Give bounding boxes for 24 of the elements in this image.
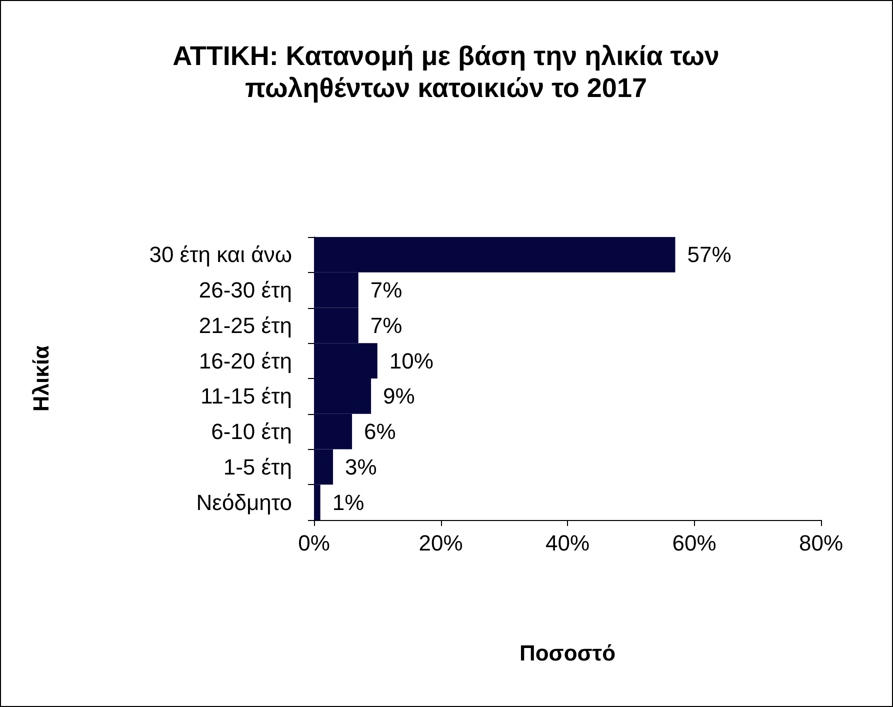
x-axis-title: Ποσοστό — [519, 640, 616, 666]
chart-title: ΑΤΤΙΚΗ: Κατανομή με βάση την ηλικία των πωληθέντων κατοικιών το 2017 — [172, 41, 720, 103]
x-tick-label: 0% — [298, 530, 330, 556]
data-label: 1% — [332, 490, 364, 515]
y-tick-label: 11-15 έτη — [200, 384, 292, 409]
data-label: 3% — [345, 454, 377, 480]
y-axis-title: Ηλικία — [28, 344, 54, 412]
y-tick-label: 6-10 έτη — [211, 419, 292, 444]
x-tick-label: 40% — [545, 530, 590, 556]
x-tick-label: 20% — [418, 530, 463, 556]
data-label: 6% — [364, 419, 396, 444]
y-tick-label: 30 έτη και άνω — [149, 242, 292, 268]
y-tick-label: 26-30 έτη — [198, 278, 292, 303]
y-tick-label: Νεόδμητο — [196, 490, 292, 515]
x-tick-label: 60% — [672, 530, 716, 556]
y-tick-label: 21-25 έτη — [198, 312, 292, 338]
data-label: 7% — [370, 278, 402, 303]
y-tick-label: 1-5 έτη — [223, 454, 292, 480]
data-label: 9% — [383, 384, 415, 409]
y-tick-label: 16-20 έτη — [198, 348, 292, 374]
x-tick-label: 80% — [798, 530, 844, 556]
data-label: 7% — [370, 312, 402, 338]
data-label: 57% — [687, 242, 732, 268]
data-label: 10% — [389, 348, 434, 374]
